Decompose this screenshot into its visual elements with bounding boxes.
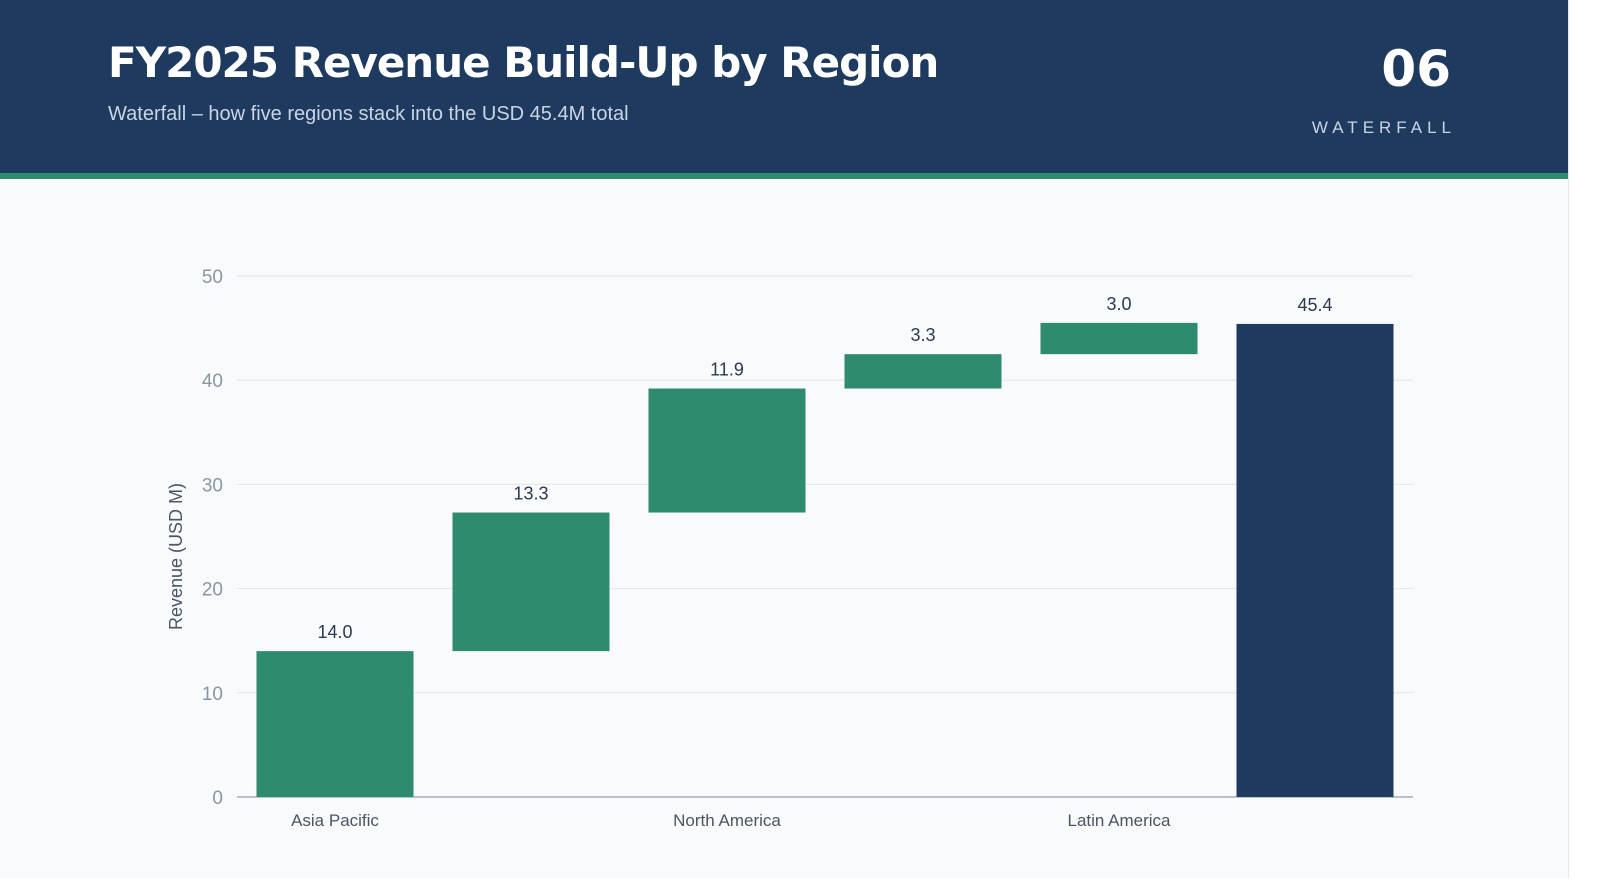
- y-tick-label: 40: [202, 371, 223, 392]
- total-bar: [1236, 323, 1394, 797]
- data-label: 14.0: [317, 622, 352, 642]
- x-tick-label: North America: [673, 811, 781, 830]
- slide-subtitle: Waterfall – how five regions stack into …: [108, 103, 629, 125]
- y-tick-label: 10: [202, 684, 223, 705]
- data-label: 3.3: [910, 325, 935, 345]
- section-label: WATERFALL: [1311, 118, 1456, 137]
- slide-header: FY2025 Revenue Build-Up by Region Waterf…: [0, 0, 1568, 173]
- data-label: 13.3: [513, 484, 548, 504]
- data-label: 45.4: [1297, 295, 1332, 315]
- x-tick-label: Asia Pacific: [291, 811, 379, 830]
- increment-bar: [648, 388, 806, 513]
- increment-bar: [1040, 322, 1198, 355]
- increment-bar: [452, 512, 610, 652]
- slide-title: FY2025 Revenue Build-Up by Region: [108, 38, 939, 87]
- header-accent-line: [0, 173, 1568, 179]
- waterfall-chart: 0 10 20 30 40 50 Revenue (USD M) 14.0 Asia Pacif…: [166, 267, 1413, 830]
- data-label: 3.0: [1106, 294, 1131, 314]
- increment-bar: [844, 354, 1002, 389]
- y-tick-label: 30: [202, 475, 223, 496]
- increment-bar: [256, 651, 414, 797]
- y-tick-label: 50: [202, 267, 223, 288]
- slide: FY2025 Revenue Build-Up by Region Waterf…: [0, 0, 1569, 878]
- y-axis-title: Revenue (USD M): [166, 483, 186, 630]
- y-tick-label: 20: [202, 580, 223, 601]
- data-label: 11.9: [710, 360, 744, 380]
- y-tick-label: 0: [212, 788, 223, 809]
- slide-number: 06: [1381, 40, 1451, 98]
- x-tick-label: Latin America: [1068, 811, 1172, 830]
